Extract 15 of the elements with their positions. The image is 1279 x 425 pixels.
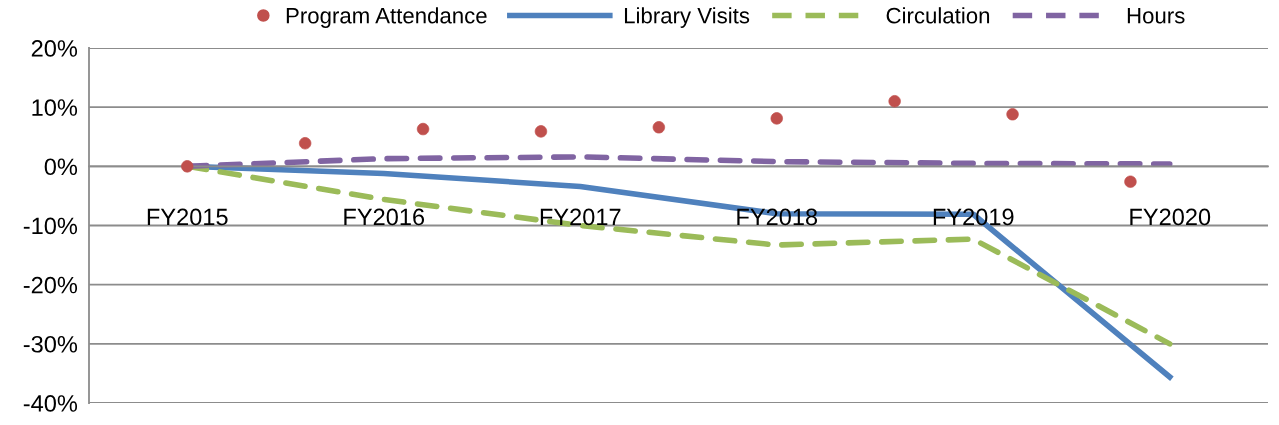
y-tick-label: -40% (23, 395, 78, 412)
y-tick-label: 20% (31, 40, 78, 57)
y-tick-label: -30% (23, 335, 78, 353)
legend-label: Program Attendance (286, 7, 487, 28)
x-tick-label: FY2015 (147, 208, 228, 226)
x-tick-label: FY2020 (1130, 208, 1211, 226)
y-tick-label: -20% (23, 276, 78, 294)
y-tick-label: 0% (44, 158, 78, 176)
x-tick-label: FY2017 (540, 208, 621, 226)
legend-label: Circulation (886, 7, 990, 24)
legend-label: Library Visits (624, 7, 750, 28)
x-tick-label: FY2016 (344, 208, 425, 226)
y-tick-label: -10% (23, 217, 78, 235)
legend-label: Hours (1127, 8, 1185, 24)
y-tick-label: 10% (32, 99, 78, 116)
